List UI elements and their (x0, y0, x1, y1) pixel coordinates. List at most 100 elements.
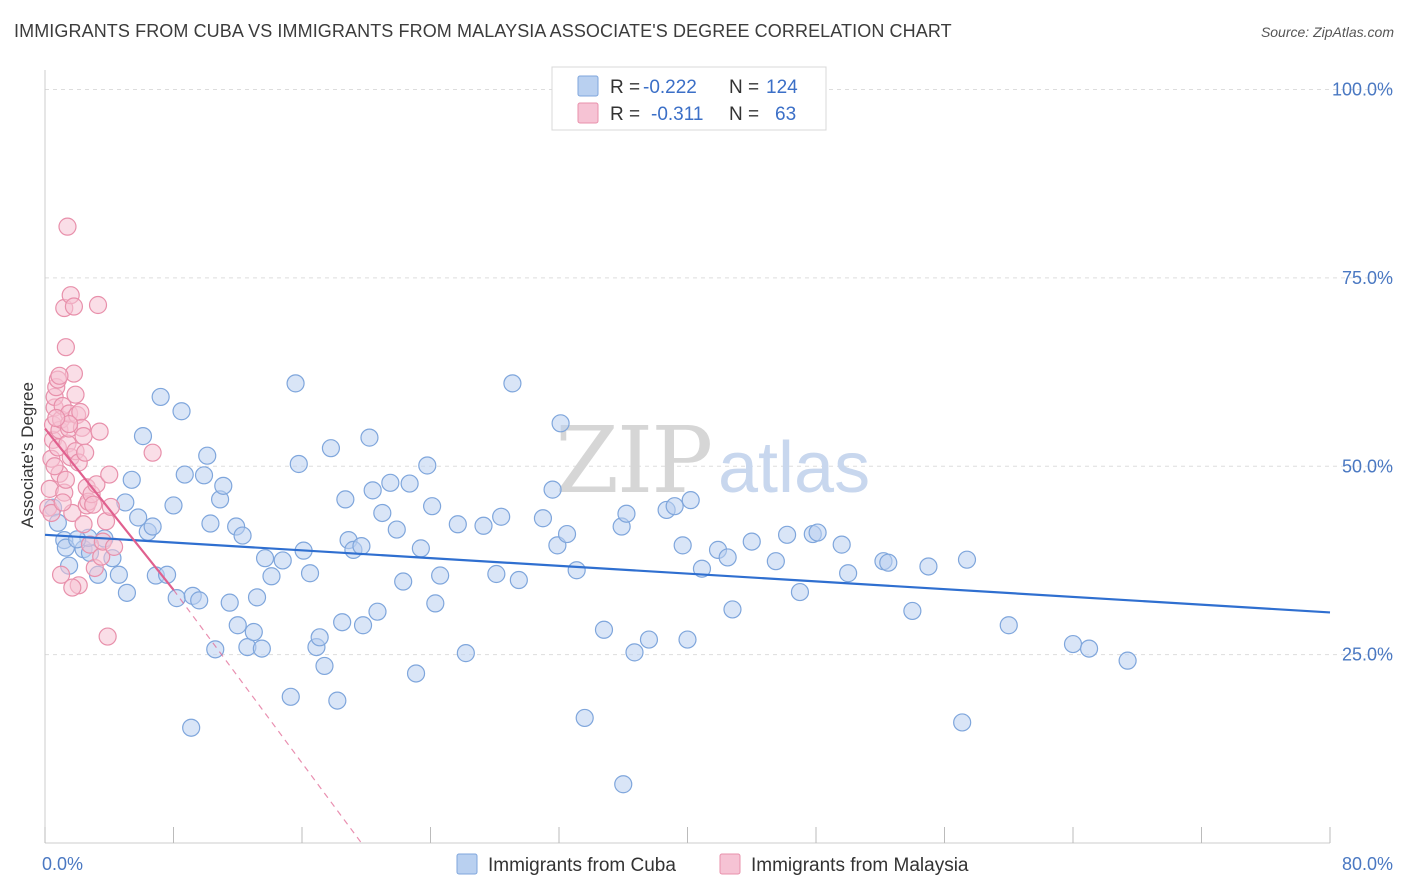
cuba-point-96 (681, 491, 700, 510)
legend-swatch-malaysia (577, 102, 599, 124)
cuba-point-41 (252, 639, 271, 658)
cuba-point-51 (315, 656, 334, 676)
cuba-point-86 (575, 708, 594, 728)
cuba-point-54 (333, 613, 352, 632)
chart-title: IMMIGRANTS FROM CUBA VS IMMIGRANTS FROM … (14, 21, 952, 41)
cuba-point-46 (289, 454, 308, 474)
y-tick-label-2: 75.0% (1342, 268, 1393, 288)
cuba-point-28 (190, 591, 209, 610)
cuba-point-58 (352, 537, 371, 556)
cuba-point-40 (247, 588, 267, 607)
cuba-point-15 (129, 508, 148, 527)
legend-swatch-cuba (577, 75, 599, 97)
cuba-point-93 (665, 497, 684, 516)
cuba-point-73 (448, 515, 467, 534)
cuba-point-118 (1118, 651, 1137, 670)
cuba-point-45 (286, 374, 305, 393)
cuba-point-79 (509, 570, 528, 590)
cuba-point-83 (551, 414, 570, 433)
cuba-point-123 (387, 520, 406, 539)
cuba-point-121 (194, 466, 214, 485)
cuba-point-119 (614, 775, 633, 794)
cuba-point-99 (718, 548, 737, 567)
cuba-point-48 (300, 564, 320, 583)
watermark: ZIP atlas (555, 407, 870, 514)
cuba-point-91 (639, 630, 659, 649)
legend-n-label-cuba: N = (729, 77, 759, 98)
cuba-point-33 (214, 476, 233, 495)
cuba-point-89 (617, 504, 636, 523)
cuba-point-117 (1079, 639, 1099, 658)
y-tick-label-1: 50.0% (1342, 456, 1393, 476)
series-malaysia-points (39, 217, 162, 646)
cuba-point-78 (503, 374, 522, 393)
malaysia-point-27 (66, 385, 85, 404)
cuba-point-114 (957, 550, 977, 569)
malaysia-point-50 (100, 465, 119, 484)
bottom-legend-label-malaysia: Immigrants from Malaysia (751, 855, 969, 876)
cuba-point-95 (678, 630, 697, 649)
cuba-point-69 (418, 456, 437, 475)
cuba-point-101 (742, 532, 761, 551)
cuba-point-112 (919, 557, 938, 576)
cuba-point-44 (281, 687, 300, 706)
cuba-point-25 (175, 465, 194, 484)
cuba-point-81 (543, 480, 562, 499)
cuba-point-108 (839, 564, 858, 583)
cuba-point-34 (220, 593, 239, 612)
cuba-point-11 (109, 565, 128, 584)
cuba-point-43 (273, 551, 292, 570)
series-cuba-points (43, 374, 1137, 794)
cuba-point-64 (381, 473, 400, 492)
cuba-point-65 (394, 572, 413, 591)
legend-n-label-malaysia: N = (729, 104, 759, 125)
cuba-point-29 (198, 446, 217, 465)
cuba-point-80 (533, 509, 553, 528)
cuba-point-30 (201, 514, 220, 533)
malaysia-point-25 (64, 297, 84, 316)
cuba-point-16 (133, 427, 153, 446)
cuba-point-104 (790, 582, 810, 602)
legend-n-value-malaysia: 63 (775, 104, 796, 125)
trend-line-0 (44, 533, 1331, 614)
trend-line-1 (44, 427, 175, 591)
y-axis-label: Associate's Degree (18, 382, 37, 528)
cuba-point-94 (673, 536, 692, 555)
cuba-point-111 (903, 601, 922, 621)
cuba-point-90 (625, 643, 644, 662)
malaysia-point-55 (50, 366, 69, 385)
malaysia-point-18 (58, 217, 77, 236)
cuba-point-107 (832, 535, 851, 554)
malaysia-point-51 (101, 497, 120, 517)
cuba-point-75 (474, 516, 493, 535)
cuba-point-52 (321, 439, 341, 458)
y-tick-labels: 25.0% 50.0% 75.0% 100.0% (1332, 80, 1393, 665)
cuba-point-20 (151, 387, 170, 407)
cuba-point-13 (117, 583, 137, 602)
cuba-point-14 (122, 470, 141, 489)
trend-extension-1 (173, 589, 362, 844)
legend: R = -0.222 N = 124 R = -0.311 N = 63 (551, 66, 827, 131)
malaysia-point-41 (84, 495, 103, 514)
malaysia-point-59 (63, 578, 82, 597)
cuba-point-77 (492, 507, 511, 526)
y-tick-label-3: 100.0% (1332, 80, 1393, 100)
cuba-point-84 (557, 524, 577, 544)
legend-r-value-cuba: -0.222 (643, 77, 697, 98)
cuba-point-59 (353, 616, 373, 635)
malaysia-point-53 (42, 503, 61, 523)
cuba-point-24 (172, 402, 191, 421)
malaysia-point-61 (74, 515, 93, 534)
legend-n-value-cuba: 124 (766, 77, 798, 98)
cuba-point-70 (423, 497, 442, 516)
bottom-legend-swatch-cuba (456, 853, 478, 875)
cuba-point-55 (336, 490, 355, 509)
malaysia-point-35 (76, 443, 95, 462)
malaysia-point-60 (143, 443, 162, 462)
cuba-point-87 (594, 620, 614, 639)
cuba-point-76 (487, 564, 506, 584)
cuba-point-26 (182, 718, 201, 737)
legend-r-value-malaysia: -0.311 (651, 104, 703, 125)
cuba-point-106 (808, 523, 827, 542)
